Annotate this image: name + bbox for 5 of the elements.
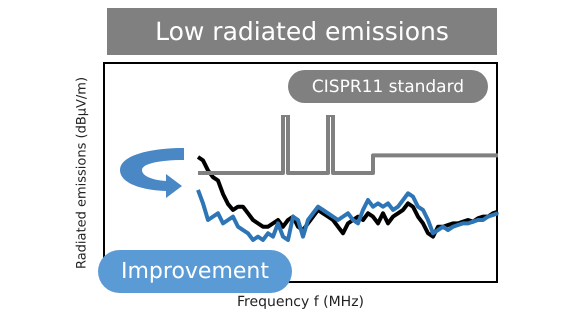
- series-label: CISPR11 standard: [288, 70, 488, 103]
- annotation: Improvement: [98, 250, 292, 293]
- x-axis-title: Frequency f (MHz): [236, 294, 366, 310]
- chart-title: Low radiated emissions: [107, 8, 497, 55]
- y-axis-title: Radiated emissions (dBμV/m): [74, 76, 90, 269]
